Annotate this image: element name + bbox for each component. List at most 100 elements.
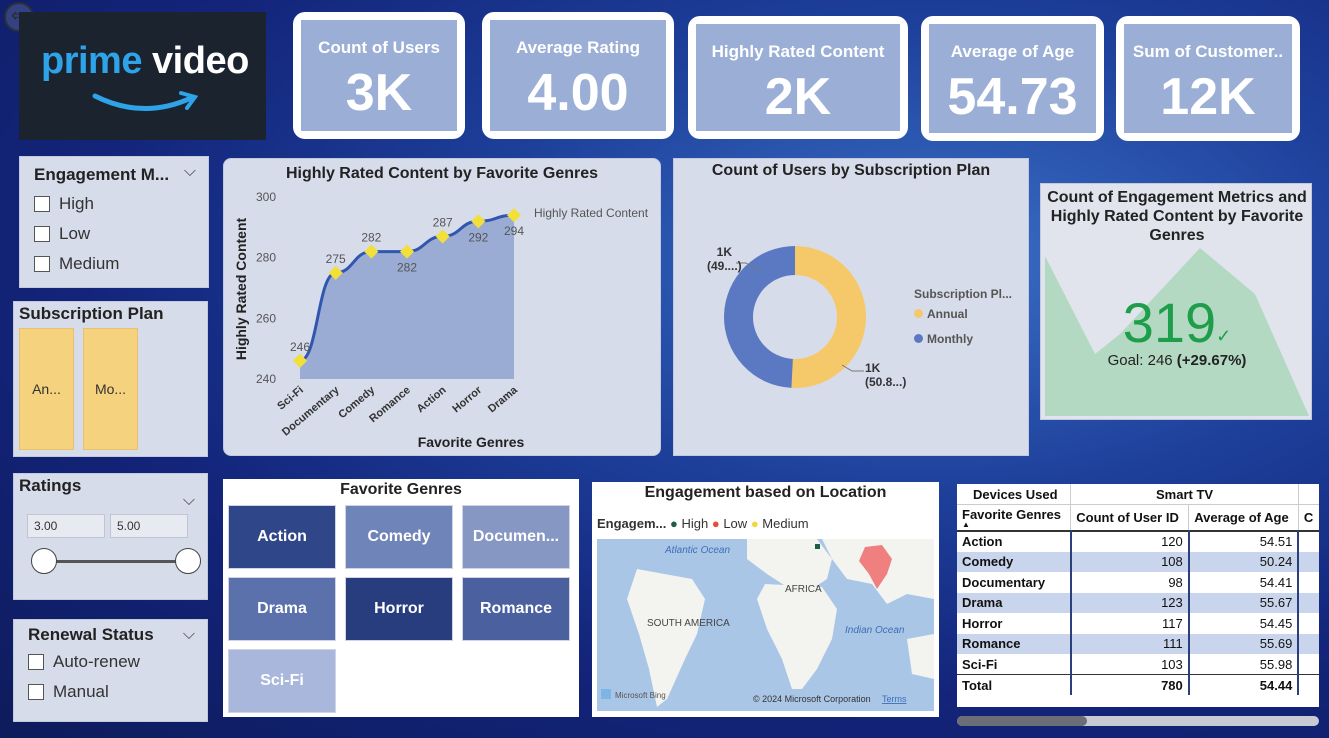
legend-dot [914, 334, 923, 343]
genre-button-action[interactable]: Action [228, 505, 336, 569]
genre-button-sci-fi[interactable]: Sci-Fi [228, 649, 336, 713]
tile-monthly[interactable]: Mo... [83, 328, 138, 450]
range-handle-min[interactable] [31, 548, 57, 574]
ratings-slicer: Ratings ⌵ 3.00 5.00 [13, 473, 208, 600]
checkbox[interactable] [34, 256, 50, 272]
leader-line-annual [841, 364, 864, 372]
legend-item-high[interactable]: ● High [669, 516, 709, 531]
cell-age: 55.98 [1188, 654, 1300, 675]
matrix-scrollbar-thumb[interactable] [957, 716, 1087, 726]
cell-genre: Horror [957, 613, 1072, 634]
donut-chart-panel: Count of Users by Subscription Plan Subs… [673, 158, 1029, 456]
donut-slice-annual[interactable] [791, 246, 867, 388]
cell-genre: Romance [957, 633, 1072, 654]
cell-count: 120 [1070, 531, 1190, 552]
range-min-input[interactable]: 3.00 [27, 514, 105, 538]
pct-label: (50.8...) [865, 375, 907, 389]
table-row[interactable]: Action 120 54.51 [957, 531, 1319, 552]
checkbox[interactable] [34, 196, 50, 212]
y-tick-label: 280 [256, 251, 276, 265]
genre-button-romance[interactable]: Romance [462, 577, 570, 641]
chart-title: Highly Rated Content by Favorite Genres [285, 165, 599, 182]
checkbox[interactable] [28, 684, 44, 700]
legend-label: Medium [762, 516, 809, 531]
legend-label: Low [723, 516, 748, 531]
genre-label: Comedy [367, 528, 431, 545]
donut-slice-monthly[interactable] [724, 246, 795, 388]
total-cell: 780 [1070, 674, 1190, 695]
table-row[interactable]: Sci-Fi 103 55.98 [957, 654, 1319, 675]
y-tick-label: 260 [256, 311, 276, 325]
line-chart[interactable]: 300 280 260 240 246 275 282 282 287 292 294 Sci-Fi D… [224, 159, 662, 457]
logo-word-prime: prime [41, 40, 142, 82]
kpi-card-title: Count of Engagement Metrics and Highly R… [1047, 189, 1307, 244]
data-label: 246 [290, 340, 310, 354]
col-header-age[interactable]: Average of Age [1188, 504, 1299, 531]
data-label: 275 [326, 252, 346, 266]
data-label: 294 [504, 224, 524, 238]
genre-button-drama[interactable]: Drama [228, 577, 336, 641]
chevron-down-icon[interactable]: ⌵ [183, 163, 196, 180]
donut-chart[interactable] [674, 159, 1030, 457]
option-high[interactable]: High [34, 189, 194, 219]
legend-item-monthly[interactable]: Monthly [914, 332, 973, 346]
kpi-count-of-users[interactable]: Count of Users 3K [293, 12, 465, 139]
table-row[interactable]: Romance 111 55.69 [957, 633, 1319, 654]
kpi-highly-rated-content[interactable]: Highly Rated Content 2K [688, 16, 908, 139]
chevron-down-icon[interactable]: ⌵ [182, 492, 195, 509]
legend-item-low[interactable]: ● Low [711, 516, 748, 531]
table-row[interactable]: Drama 123 55.67 [957, 592, 1319, 613]
slicer-title: Ratings [19, 476, 82, 495]
kpi-title: Average of Age [950, 42, 1075, 61]
map-attribution: Microsoft Bing [615, 691, 666, 700]
genre-label: Drama [257, 600, 307, 617]
slicer-title: Favorite Genres [340, 481, 462, 498]
total-cell: Total [957, 674, 1072, 695]
checkbox[interactable] [28, 654, 44, 670]
tile-annual[interactable]: An... [19, 328, 74, 450]
genre-button-documentary[interactable]: Documen... [462, 505, 570, 569]
devices-label: Devices Used [957, 484, 1072, 505]
label-africa: AFRICA [785, 584, 822, 595]
legend-item-annual[interactable]: Annual [914, 307, 968, 321]
table-row[interactable]: Documentary 98 54.41 [957, 572, 1319, 593]
legend-item-medium[interactable]: ● Medium [750, 516, 809, 531]
map-legend: Engagem... ● High ● Low ● Medium [597, 516, 809, 531]
option-low[interactable]: Low [34, 219, 194, 249]
data-label: 282 [397, 261, 417, 275]
kpi-sum-of-customer[interactable]: Sum of Customer.. 12K [1116, 16, 1300, 141]
option-label: Manual [53, 682, 109, 701]
map-terms-link[interactable]: Terms [882, 694, 907, 704]
checkbox[interactable] [34, 226, 50, 242]
option-auto-renew[interactable]: Auto-renew [28, 647, 193, 677]
leader-line-monthly [736, 262, 760, 272]
genre-button-comedy[interactable]: Comedy [345, 505, 453, 569]
kpi-average-rating[interactable]: Average Rating 4.00 [482, 12, 674, 139]
genre-button-horror[interactable]: Horror [345, 577, 453, 641]
table-row[interactable]: Horror 117 54.45 [957, 613, 1319, 634]
col-header-count[interactable]: Count of User ID [1070, 504, 1190, 531]
table-row[interactable]: Comedy 108 50.24 [957, 551, 1319, 572]
device-header[interactable]: Smart TV [1070, 484, 1299, 505]
option-manual[interactable]: Manual [28, 677, 193, 707]
kpi-average-of-age[interactable]: Average of Age 54.73 [921, 16, 1104, 141]
matrix-scrollbar-track[interactable] [957, 716, 1319, 726]
chevron-down-icon[interactable]: ⌵ [182, 626, 195, 643]
world-map[interactable]: Atlantic Ocean AFRICA SOUTH AMERICA Indi… [597, 539, 934, 711]
kpi-value: 3K [345, 64, 413, 122]
sort-up-icon[interactable]: ▲ [962, 520, 970, 529]
x-tick-label: Drama [486, 384, 521, 416]
col-header-more[interactable]: C [1303, 510, 1314, 525]
line-chart-panel: Highly Rated Content by Favorite Genres … [223, 158, 661, 456]
cell-age: 55.69 [1188, 633, 1300, 654]
engagement-kpi-card[interactable]: Count of Engagement Metrics and Highly R… [1040, 183, 1312, 420]
area-fill [300, 215, 514, 379]
legend-label: Monthly [927, 332, 973, 346]
option-medium[interactable]: Medium [34, 249, 194, 279]
label-south-america: SOUTH AMERICA [647, 618, 730, 629]
col-header-genre[interactable]: Favorite Genres ▲ [957, 504, 1072, 531]
range-handle-max[interactable] [175, 548, 201, 574]
annual-data-label: 1K (50.8...) [865, 361, 906, 389]
cell-count: 98 [1070, 572, 1190, 593]
range-max-input[interactable]: 5.00 [110, 514, 188, 538]
